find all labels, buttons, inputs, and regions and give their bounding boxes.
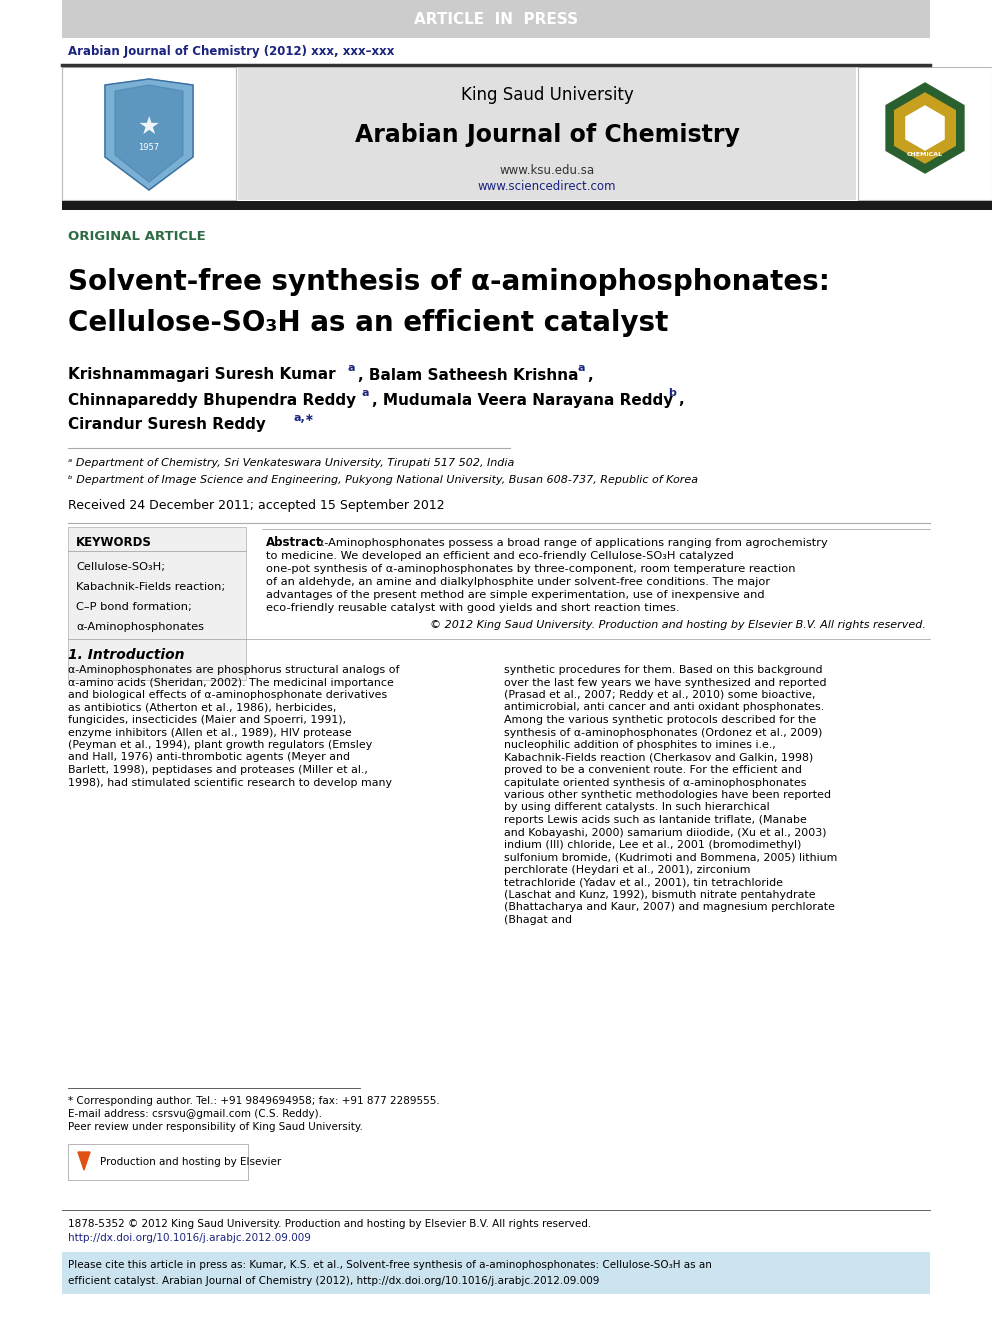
Text: fungicides, insecticides (Maier and Spoerri, 1991),: fungicides, insecticides (Maier and Spoe… xyxy=(68,714,346,725)
Text: http://dx.doi.org/10.1016/j.arabjc.2012.09.009: http://dx.doi.org/10.1016/j.arabjc.2012.… xyxy=(68,1233,310,1244)
Text: Production and hosting by Elsevier: Production and hosting by Elsevier xyxy=(100,1158,282,1167)
Text: a: a xyxy=(362,388,369,398)
Text: Krishnammagari Suresh Kumar: Krishnammagari Suresh Kumar xyxy=(68,368,335,382)
Text: (Laschat and Kunz, 1992), bismuth nitrate pentahydrate: (Laschat and Kunz, 1992), bismuth nitrat… xyxy=(504,890,815,900)
Text: b: b xyxy=(668,388,676,398)
Text: synthesis of α-aminophosphonates (Ordonez et al., 2009): synthesis of α-aminophosphonates (Ordone… xyxy=(504,728,822,737)
Text: * Corresponding author. Tel.: +91 9849694958; fax: +91 877 2289555.: * Corresponding author. Tel.: +91 984969… xyxy=(68,1095,439,1106)
Text: Cellulose-SO₃H;: Cellulose-SO₃H; xyxy=(76,562,165,572)
Text: www.sciencedirect.com: www.sciencedirect.com xyxy=(478,180,616,193)
Text: Arabian Journal of Chemistry (2012) xxx, xxx–xxx: Arabian Journal of Chemistry (2012) xxx,… xyxy=(68,45,395,58)
Bar xyxy=(62,201,992,210)
Text: KEYWORDS: KEYWORDS xyxy=(76,537,152,549)
Text: (Bhagat and: (Bhagat and xyxy=(504,916,572,925)
Text: Solvent-free synthesis of α-aminophosphonates:: Solvent-free synthesis of α-aminophospho… xyxy=(68,269,830,296)
Text: eco-friendly reusable catalyst with good yields and short reaction times.: eco-friendly reusable catalyst with good… xyxy=(266,603,680,613)
Text: perchlorate (Heydari et al., 2001), zirconium: perchlorate (Heydari et al., 2001), zirc… xyxy=(504,865,751,875)
Text: tetrachloride (Yadav et al., 2001), tin tetrachloride: tetrachloride (Yadav et al., 2001), tin … xyxy=(504,877,783,888)
Text: © 2012 King Saud University. Production and hosting by Elsevier B.V. All rights : © 2012 King Saud University. Production … xyxy=(431,620,926,630)
Bar xyxy=(62,1252,930,1294)
Text: Abstract: Abstract xyxy=(266,537,322,549)
Text: ORIGINAL ARTICLE: ORIGINAL ARTICLE xyxy=(68,229,205,242)
Text: 1957: 1957 xyxy=(139,143,160,152)
Text: ARTICLE  IN  PRESS: ARTICLE IN PRESS xyxy=(414,12,578,26)
Text: and Kobayashi, 2000) samarium diiodide, (Xu et al., 2003): and Kobayashi, 2000) samarium diiodide, … xyxy=(504,827,826,837)
Polygon shape xyxy=(906,106,944,149)
Text: synthetic procedures for them. Based on this background: synthetic procedures for them. Based on … xyxy=(504,665,822,675)
Text: (Bhattacharya and Kaur, 2007) and magnesium perchlorate: (Bhattacharya and Kaur, 2007) and magnes… xyxy=(504,902,835,913)
Text: C–P bond formation;: C–P bond formation; xyxy=(76,602,191,613)
Text: ,: , xyxy=(587,368,592,382)
Text: , Mudumala Veera Narayana Reddy: , Mudumala Veera Narayana Reddy xyxy=(372,393,674,407)
Polygon shape xyxy=(105,79,193,191)
Text: and Hall, 1976) anti-thrombotic agents (Meyer and: and Hall, 1976) anti-thrombotic agents (… xyxy=(68,753,350,762)
Polygon shape xyxy=(115,85,183,183)
Text: Barlett, 1998), peptidases and proteases (Miller et al.,: Barlett, 1998), peptidases and proteases… xyxy=(68,765,368,775)
Text: α-amino acids (Sheridan, 2002). The medicinal importance: α-amino acids (Sheridan, 2002). The medi… xyxy=(68,677,394,688)
Text: a,∗: a,∗ xyxy=(294,413,315,423)
Text: efficient catalyst. Arabian Journal of Chemistry (2012), http://dx.doi.org/10.10: efficient catalyst. Arabian Journal of C… xyxy=(68,1275,599,1286)
Text: one-pot synthesis of α-aminophosphonates by three-component, room temperature re: one-pot synthesis of α-aminophosphonates… xyxy=(266,564,796,574)
Text: sulfonium bromide, (Kudrimoti and Bommena, 2005) lithium: sulfonium bromide, (Kudrimoti and Bommen… xyxy=(504,852,837,863)
Text: (Prasad et al., 2007; Reddy et al., 2010) some bioactive,: (Prasad et al., 2007; Reddy et al., 2010… xyxy=(504,691,815,700)
Text: as antibiotics (Atherton et al., 1986), herbicides,: as antibiotics (Atherton et al., 1986), … xyxy=(68,703,336,713)
Text: ᵃ Department of Chemistry, Sri Venkateswara University, Tirupati 517 502, India: ᵃ Department of Chemistry, Sri Venkatesw… xyxy=(68,458,515,468)
Text: ,: , xyxy=(678,393,683,407)
Text: nucleophilic addition of phosphites to imines i.e.,: nucleophilic addition of phosphites to i… xyxy=(504,740,776,750)
Text: ᵇ Department of Image Science and Engineering, Pukyong National University, Busa: ᵇ Department of Image Science and Engine… xyxy=(68,475,698,486)
Text: Kabachnik-Fields reaction;: Kabachnik-Fields reaction; xyxy=(76,582,225,591)
Text: α-Aminophosphonates are phosphorus structural analogs of: α-Aminophosphonates are phosphorus struc… xyxy=(68,665,400,675)
Text: Cirandur Suresh Reddy: Cirandur Suresh Reddy xyxy=(68,418,266,433)
Text: Arabian Journal of Chemistry: Arabian Journal of Chemistry xyxy=(354,123,739,147)
Text: α-Aminophosphonates possess a broad range of applications ranging from agrochemi: α-Aminophosphonates possess a broad rang… xyxy=(266,538,827,548)
Text: Kabachnik-Fields reaction (Cherkasov and Galkin, 1998): Kabachnik-Fields reaction (Cherkasov and… xyxy=(504,753,813,762)
Text: over the last few years we have synthesized and reported: over the last few years we have synthesi… xyxy=(504,677,826,688)
Bar xyxy=(858,67,992,200)
Text: ★: ★ xyxy=(138,115,160,139)
Polygon shape xyxy=(886,83,964,173)
Text: antimicrobial, anti cancer and anti oxidant phosphonates.: antimicrobial, anti cancer and anti oxid… xyxy=(504,703,824,713)
Bar xyxy=(62,0,930,38)
Text: advantages of the present method are simple experimentation, use of inexpensive : advantages of the present method are sim… xyxy=(266,590,765,601)
Text: by using different catalysts. In such hierarchical: by using different catalysts. In such hi… xyxy=(504,803,770,812)
Text: capitulate oriented synthesis of α-aminophosphonates: capitulate oriented synthesis of α-amino… xyxy=(504,778,806,787)
Text: to medicine. We developed an efficient and eco-friendly Cellulose-SO₃H catalyzed: to medicine. We developed an efficient a… xyxy=(266,550,734,561)
Text: www.ksu.edu.sa: www.ksu.edu.sa xyxy=(499,164,594,176)
Text: various other synthetic methodologies have been reported: various other synthetic methodologies ha… xyxy=(504,790,831,800)
Text: Among the various synthetic protocols described for the: Among the various synthetic protocols de… xyxy=(504,714,816,725)
Text: 1878-5352 © 2012 King Saud University. Production and hosting by Elsevier B.V. A: 1878-5352 © 2012 King Saud University. P… xyxy=(68,1218,591,1229)
Polygon shape xyxy=(895,93,955,163)
Text: CHEMICAL: CHEMICAL xyxy=(907,152,943,157)
Text: E-mail address: csrsvu@gmail.com (C.S. Reddy).: E-mail address: csrsvu@gmail.com (C.S. R… xyxy=(68,1109,322,1119)
Text: 1. Introduction: 1. Introduction xyxy=(68,648,185,662)
Text: α-Aminophosphonates: α-Aminophosphonates xyxy=(76,622,204,632)
Text: and biological effects of α-aminophosphonate derivatives: and biological effects of α-aminophospho… xyxy=(68,691,387,700)
Text: 1998), had stimulated scientific research to develop many: 1998), had stimulated scientific researc… xyxy=(68,778,392,787)
Text: Peer review under responsibility of King Saud University.: Peer review under responsibility of King… xyxy=(68,1122,363,1132)
Bar xyxy=(68,527,246,680)
Text: proved to be a convenient route. For the efficient and: proved to be a convenient route. For the… xyxy=(504,765,802,775)
Bar xyxy=(62,67,236,200)
Text: reports Lewis acids such as lantanide triflate, (Manabe: reports Lewis acids such as lantanide tr… xyxy=(504,815,806,826)
Text: indium (III) chloride, Lee et al., 2001 (bromodimethyl): indium (III) chloride, Lee et al., 2001 … xyxy=(504,840,802,849)
Text: Chinnapareddy Bhupendra Reddy: Chinnapareddy Bhupendra Reddy xyxy=(68,393,356,407)
Text: a: a xyxy=(578,363,585,373)
Text: Received 24 December 2011; accepted 15 September 2012: Received 24 December 2011; accepted 15 S… xyxy=(68,499,444,512)
Text: of an aldehyde, an amine and dialkylphosphite under solvent-free conditions. The: of an aldehyde, an amine and dialkylphos… xyxy=(266,577,770,587)
Text: enzyme inhibitors (Allen et al., 1989), HIV protease: enzyme inhibitors (Allen et al., 1989), … xyxy=(68,728,352,737)
Polygon shape xyxy=(78,1152,90,1170)
Text: King Saud University: King Saud University xyxy=(460,86,633,105)
Text: (Peyman et al., 1994), plant growth regulators (Emsley: (Peyman et al., 1994), plant growth regu… xyxy=(68,740,372,750)
Text: Please cite this article in press as: Kumar, K.S. et al., Solvent-free synthesis: Please cite this article in press as: Ku… xyxy=(68,1259,712,1270)
Bar xyxy=(68,1144,248,1180)
Text: Cellulose-SO₃H as an efficient catalyst: Cellulose-SO₃H as an efficient catalyst xyxy=(68,310,669,337)
Bar xyxy=(238,67,856,200)
Text: , Balam Satheesh Krishna: , Balam Satheesh Krishna xyxy=(358,368,578,382)
Text: a: a xyxy=(348,363,355,373)
